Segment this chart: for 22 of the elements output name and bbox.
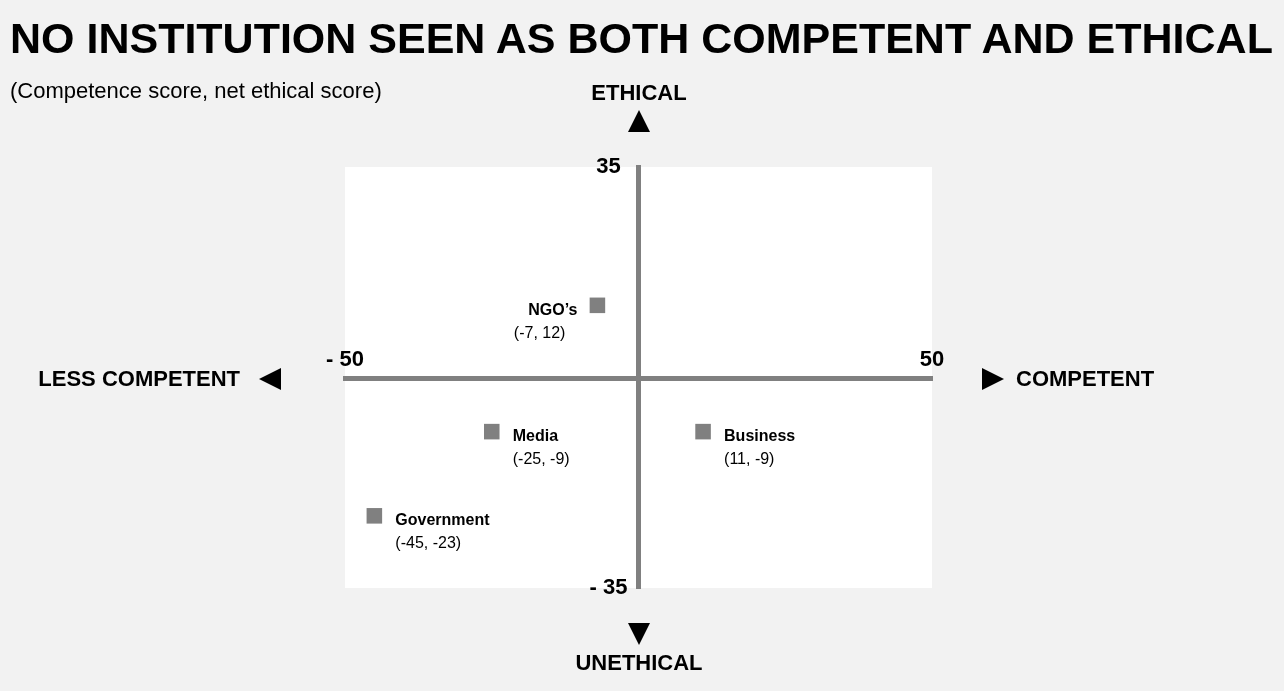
chart-title: NO INSTITUTION SEEN AS BOTH COMPETENT AND ETHICAL bbox=[10, 14, 1273, 63]
x-axis-title: COMPETENT bbox=[1016, 366, 1155, 392]
chart-subtitle: (Competence score, net ethical score) bbox=[10, 78, 382, 104]
data-label: (-7, 12) bbox=[513, 323, 566, 341]
series-label: NGO’s bbox=[528, 300, 578, 318]
series-label: Government bbox=[395, 511, 491, 529]
data-label: (11, -9) bbox=[724, 450, 775, 468]
point bbox=[695, 423, 711, 440]
x-tick-label: 50 bbox=[919, 345, 945, 371]
y-axis-title: ETHICAL bbox=[591, 80, 687, 106]
data-label: (-45, -23) bbox=[395, 534, 462, 552]
point bbox=[589, 297, 606, 314]
point bbox=[483, 423, 500, 440]
text: UNETHICAL bbox=[575, 650, 703, 676]
text: LESS COMPETENT bbox=[38, 366, 240, 392]
series-label: Media bbox=[512, 427, 559, 445]
y-tick-label: 35 bbox=[596, 153, 621, 179]
data-label: (-25, -9) bbox=[512, 450, 570, 468]
point bbox=[366, 508, 383, 524]
series-label: Business bbox=[724, 427, 796, 445]
x-tick-label: - 50 bbox=[326, 345, 364, 371]
y-tick-label: - 35 bbox=[589, 574, 628, 600]
